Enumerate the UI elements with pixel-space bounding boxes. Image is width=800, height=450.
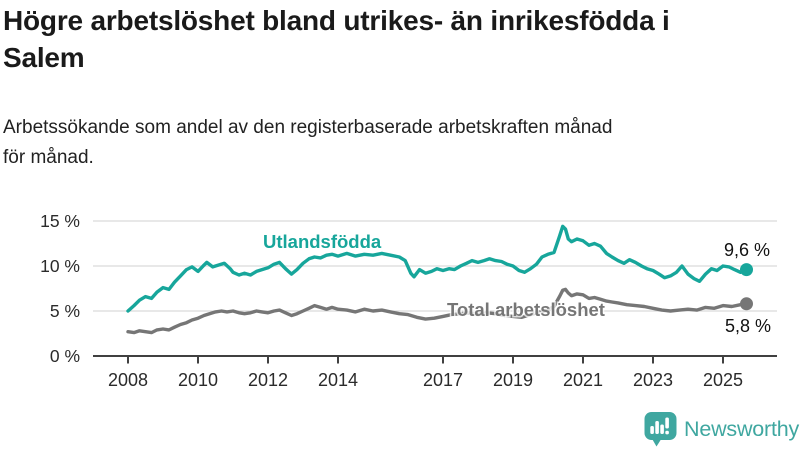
x-axis-tick-label: 2021 [563, 370, 603, 390]
end-value-label-utlandsfodda: 9,6 % [724, 240, 770, 260]
bar-chart-speech-bubble-icon [644, 411, 677, 446]
y-axis-tick-label: 15 % [40, 211, 80, 231]
logo-bar-2 [655, 420, 659, 434]
logo-bubble-tail [651, 436, 663, 446]
line-chart: 0 % 5 % 10 % 15 % 2008 2010 2012 2014 2017 2019 20… [40, 211, 777, 390]
chart-subtitle-line-1: Arbetssökande som andel av den registerb… [3, 117, 613, 138]
x-axis-tick-label: 2010 [178, 370, 218, 390]
series-end-dot-utlandsfodda [740, 263, 753, 277]
chart-title-line-2: Salem [3, 42, 85, 73]
logo-exclamation-dot [665, 430, 669, 434]
newsworthy-logo: Newsworthy [644, 410, 799, 448]
chart-title-line-1: Högre arbetslöshet bland utrikes- än inr… [3, 5, 670, 36]
logo-bar-3 [660, 424, 664, 434]
x-axis-tick-label: 2014 [318, 370, 358, 390]
x-axis-tick-label: 2008 [108, 370, 148, 390]
chart-title: Högre arbetslöshet bland utrikes- än inr… [3, 2, 797, 76]
chart-subtitle-line-2: för månad. [3, 147, 94, 168]
x-axis-tick-label: 2019 [493, 370, 533, 390]
series-label-total: Total arbetslöshet [447, 299, 605, 320]
y-axis-tick-label: 0 % [50, 346, 80, 366]
series-line-total [126, 287, 749, 335]
chart-subtitle: Arbetssökande som andel av den registerb… [3, 113, 783, 173]
series-end-dot-total [740, 297, 753, 311]
end-value-label-total: 5,8 % [725, 316, 771, 336]
x-axis-tick-label: 2017 [423, 370, 463, 390]
series-label-utlandsfodda: Utlandsfödda [263, 231, 382, 252]
logo-exclamation-bar [665, 417, 669, 428]
logo-bar-1 [650, 425, 654, 434]
x-axis-tick-label: 2025 [703, 370, 743, 390]
y-axis-tick-label: 5 % [50, 301, 80, 321]
x-axis-tick-label: 2023 [633, 370, 673, 390]
x-axis-tick-label: 2012 [248, 370, 288, 390]
series-line-utlandsfodda [126, 224, 749, 313]
newsworthy-logo-text: Newsworthy [684, 416, 800, 441]
y-axis-tick-label: 10 % [40, 256, 80, 276]
